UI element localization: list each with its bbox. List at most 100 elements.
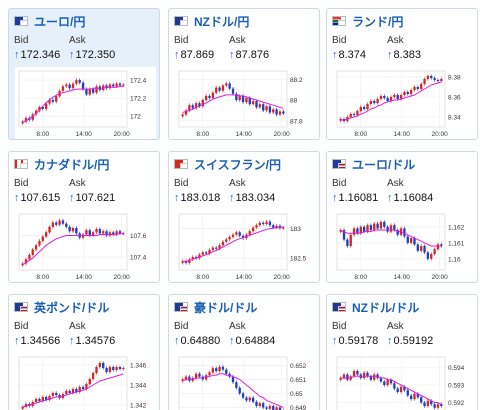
candle-body <box>362 107 366 109</box>
candle-body <box>352 114 356 115</box>
price-chart[interactable]: 88.2 88 87.8 8:00 14:00 20:00 <box>175 67 316 139</box>
pair-title-link[interactable]: NZドル/ドル <box>352 300 420 315</box>
currency-flag-icon <box>174 16 188 26</box>
pair-title-link[interactable]: 豪ドル/ドル <box>194 300 258 315</box>
candle-body <box>423 402 426 406</box>
moving-average-line <box>22 232 124 266</box>
candle-body <box>194 373 198 378</box>
candle-body <box>262 104 265 111</box>
pair-title-link[interactable]: ユーロ/ドル <box>352 157 416 172</box>
up-arrow-icon: ↑ <box>332 335 338 347</box>
currency-flag-icon <box>332 16 346 26</box>
chart-svg: 172.4 172.2 172 8:00 14:00 20:00 <box>18 70 147 138</box>
bid-value: ↑0.59178 <box>332 335 378 347</box>
candle-body <box>393 225 396 230</box>
candle-body <box>278 111 282 115</box>
bid-label: Bid <box>14 321 29 332</box>
candle-body <box>108 232 112 236</box>
candle-body <box>262 403 265 408</box>
candle-body <box>231 376 235 383</box>
candle-body <box>258 403 262 406</box>
chart-svg: 8.38 8.36 8.34 8:00 14:00 20:00 <box>336 70 461 138</box>
rate-card[interactable]: NZドル/ドル Bid Ask ↑0.59178 ↑0.59192 0.594 0… <box>326 294 478 410</box>
candle-body <box>24 259 28 264</box>
up-arrow-icon: ↑ <box>332 192 338 204</box>
candle-body <box>28 254 31 260</box>
ask-label: Ask <box>69 178 86 189</box>
candle-body <box>85 89 88 95</box>
candle-body <box>55 96 58 102</box>
rate-card[interactable]: ユーロ/ドル Bid Ask ↑1.16081 ↑1.16084 1.162 1.… <box>326 151 478 283</box>
price-chart[interactable]: 1.162 1.161 1.16 8:00 14:00 20:00 <box>333 210 474 282</box>
pair-title-link[interactable]: カナダドル/円 <box>34 157 110 172</box>
candle-body <box>181 379 184 382</box>
pair-title-link[interactable]: 英ポンド/ドル <box>34 300 110 315</box>
candle-body <box>379 96 383 99</box>
rate-card[interactable]: 豪ドル/ドル Bid Ask ↑0.64880 ↑0.64884 0.652 0.… <box>168 294 320 410</box>
candle-body <box>251 227 255 232</box>
rate-card[interactable]: カナダドル/円 Bid Ask ↑107.615 ↑107.621 107.6 1… <box>8 151 160 283</box>
candle-body <box>245 397 248 401</box>
candle-body <box>91 373 95 379</box>
candle-body <box>235 382 238 388</box>
candle-body <box>436 80 440 81</box>
up-arrow-icon: ↑ <box>174 335 180 347</box>
candle-body <box>228 236 231 240</box>
pair-title-link[interactable]: ランド/円 <box>352 14 404 29</box>
price-chart[interactable]: 8.38 8.36 8.34 8:00 14:00 20:00 <box>333 67 474 139</box>
candle-body <box>426 76 430 79</box>
bid-price: 87.869 <box>180 49 215 61</box>
candle-body <box>262 222 265 225</box>
candle-body <box>112 84 115 87</box>
card-header: ユーロ/円 <box>14 13 85 29</box>
price-chart[interactable]: 183 182.5 8:00 14:00 20:00 <box>175 210 316 282</box>
candle-body <box>413 87 416 90</box>
candle-body <box>282 111 285 114</box>
x-tick-label: 20:00 <box>431 131 448 138</box>
candle-body <box>198 254 201 259</box>
candle-body <box>349 234 352 246</box>
candle-body <box>430 400 433 405</box>
y-tick-label: 1.344 <box>130 383 147 390</box>
pair-title-link[interactable]: ユーロ/円 <box>34 14 86 29</box>
candle-body <box>245 97 248 103</box>
candle-body <box>118 367 122 369</box>
candle-body <box>98 363 102 367</box>
price-chart[interactable]: 172.4 172.2 172 8:00 14:00 20:00 <box>15 67 156 139</box>
x-tick-label: 20:00 <box>273 131 290 138</box>
moving-average-line <box>182 226 284 263</box>
ask-label: Ask <box>69 321 86 332</box>
candle-body <box>71 83 75 89</box>
moving-average-line <box>340 81 442 121</box>
x-tick-label: 8:00 <box>36 274 49 281</box>
pair-title-link[interactable]: NZドル/円 <box>194 14 250 29</box>
rate-card[interactable]: 英ポンド/ドル Bid Ask ↑1.34566 ↑1.34576 1.346 1… <box>8 294 160 410</box>
ask-value: ↑1.16084 <box>387 192 433 204</box>
candle-body <box>275 109 278 115</box>
ask-price: 8.383 <box>393 49 422 61</box>
bid-label: Bid <box>174 178 189 189</box>
x-tick-label: 14:00 <box>236 274 253 281</box>
candle-body <box>278 407 282 410</box>
rate-card[interactable]: ユーロ/円 Bid Ask ↑172.346 ↑172.350 172.4 172… <box>8 8 160 140</box>
rate-card[interactable]: NZドル/円 Bid Ask ↑87.869 ↑87.876 88.2 88 87.… <box>168 8 320 140</box>
rate-card[interactable]: スイスフラン/円 Bid Ask ↑183.018 ↑183.034 183 18… <box>168 151 320 283</box>
ask-price: 1.34576 <box>75 335 116 347</box>
rate-card[interactable]: ランド/円 Bid Ask ↑8.374 ↑8.383 8.38 8.36 8.34… <box>326 8 478 140</box>
candle-body <box>241 95 245 103</box>
candle-body <box>85 384 88 389</box>
card-header: NZドル/ドル <box>332 299 419 315</box>
ask-value: ↑183.034 <box>229 192 275 204</box>
candle-body <box>346 374 349 380</box>
bid-label: Bid <box>174 35 189 46</box>
pair-title-link[interactable]: スイスフラン/円 <box>194 157 281 172</box>
candle-body <box>91 89 95 93</box>
candle-body <box>396 95 399 99</box>
candle-body <box>122 84 125 86</box>
price-chart[interactable]: 107.6 107.4 8:00 14:00 20:00 <box>15 210 156 282</box>
candle-body <box>31 114 34 120</box>
